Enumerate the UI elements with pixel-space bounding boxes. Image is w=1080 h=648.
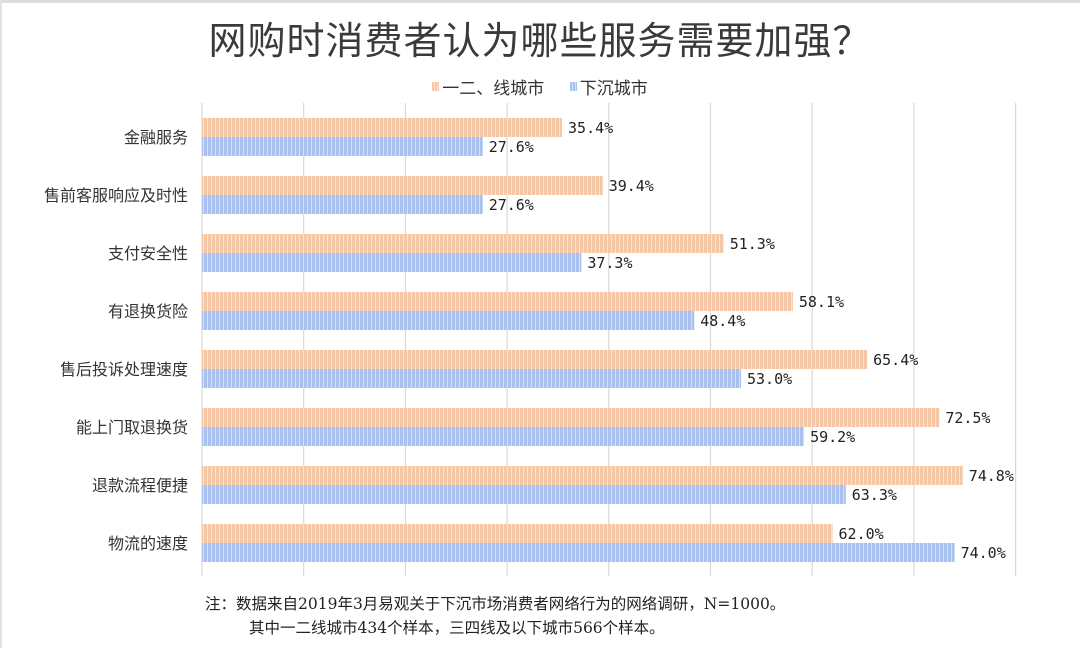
bar-tier12 (202, 524, 833, 543)
value-label: 65.4% (873, 351, 918, 369)
category-label: 退款流程便捷 (92, 476, 188, 495)
bar-lower-tier (202, 369, 742, 388)
frame-top-border (0, 0, 1080, 3)
value-label: 62.0% (839, 525, 884, 543)
bar-tier12 (202, 118, 563, 137)
bar-lower-tier (202, 427, 805, 446)
category-label: 有退换货险 (108, 302, 188, 321)
category-label: 金融服务 (124, 128, 188, 147)
frame-left-border (0, 0, 2, 648)
value-labels: 35.4% 27.6% 39.4% 27.6% 51.3% 37.3% 58.1% 48.4%… (489, 119, 1014, 562)
bar-lower-tier (202, 543, 955, 562)
category-label: 售后投诉处理速度 (60, 360, 188, 379)
value-label: 74.8% (969, 467, 1014, 485)
legend-label-lower-tier: 下沉城市 (579, 79, 648, 99)
legend-swatch-lower-tier (569, 82, 577, 91)
legend-item-lower-tier: 下沉城市 (569, 74, 648, 99)
bar-tier12 (202, 234, 724, 253)
category-labels: 金融服务售前客服响应及时性支付安全性有退换货险售后投诉处理速度能上门取退换货退款… (44, 128, 188, 553)
value-label: 35.4% (568, 119, 613, 137)
value-label: 39.4% (609, 177, 654, 195)
gridlines (201, 103, 1017, 576)
value-label: 27.6% (489, 138, 534, 156)
value-label: 51.3% (730, 235, 775, 253)
value-label: 53.0% (747, 370, 792, 388)
value-label: 74.0% (961, 544, 1006, 562)
value-label: 27.6% (489, 196, 534, 214)
value-label: 63.3% (852, 486, 897, 504)
footnote-line-2: 其中一二线城市434个样本，三四线及以下城市566个样本。 (249, 619, 665, 637)
value-label: 59.2% (810, 428, 855, 446)
legend-swatch-tier12 (432, 82, 440, 91)
footnote-line-1: 注：数据来自2019年3月易观关于下沉市场消费者网络行为的网络调研，N=1000… (205, 595, 786, 613)
bar-tier12 (202, 466, 963, 485)
bar-lower-tier (202, 195, 483, 214)
value-label: 48.4% (700, 312, 745, 330)
bar-lower-tier (202, 311, 695, 330)
category-label: 能上门取退换货 (76, 418, 188, 437)
bar-lower-tier (202, 485, 846, 504)
category-label: 物流的速度 (108, 534, 188, 553)
value-label: 37.3% (587, 254, 632, 272)
value-label: 72.5% (945, 409, 990, 427)
legend-item-tier12: 一二、线城市 (432, 74, 544, 99)
category-label: 支付安全性 (108, 244, 188, 263)
footnote: 注：数据来自2019年3月易观关于下沉市场消费者网络行为的网络调研，N=1000… (205, 592, 785, 640)
bar-lower-tier (202, 137, 483, 156)
bar-tier12 (202, 408, 940, 427)
category-label: 售前客服响应及时性 (44, 186, 188, 205)
bar-tier12 (202, 350, 868, 369)
legend: 一二、线城市 下沉城市 (0, 74, 1080, 99)
bar-lower-tier (202, 253, 582, 272)
bar-tier12 (202, 292, 793, 311)
chart-title: 网购时消费者认为哪些服务需要加强？ (208, 19, 872, 63)
bar-tier12 (202, 176, 603, 195)
value-label: 58.1% (799, 293, 844, 311)
legend-label-tier12: 一二、线城市 (442, 79, 545, 99)
bars (202, 118, 963, 562)
